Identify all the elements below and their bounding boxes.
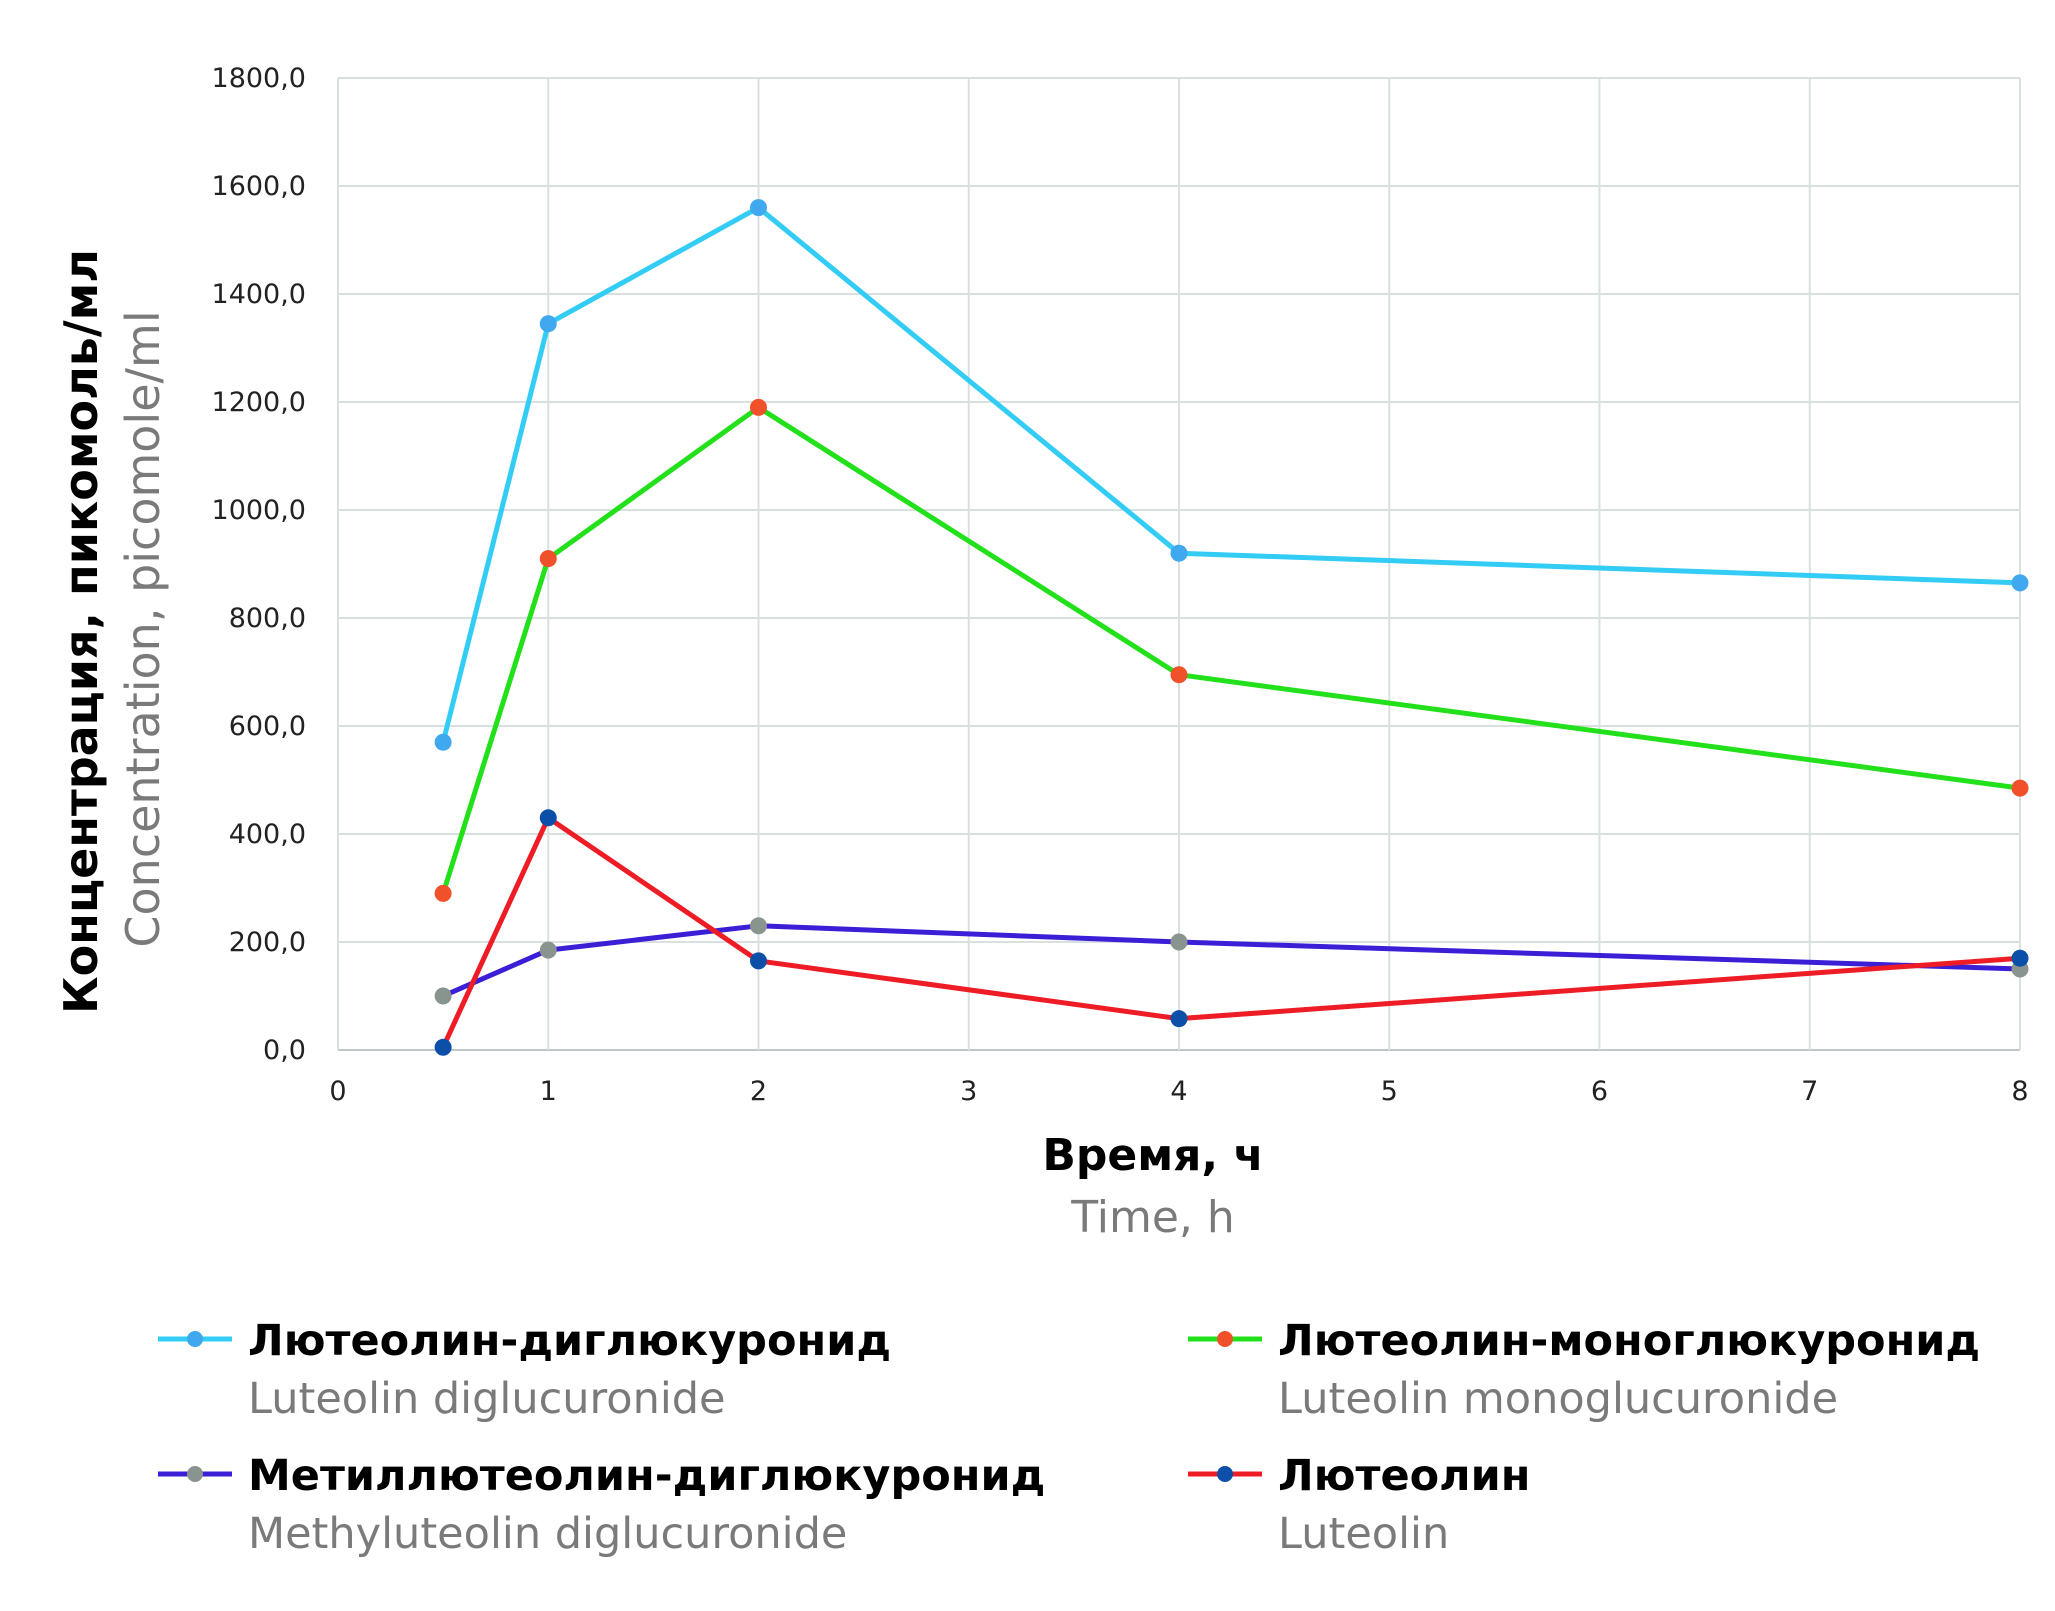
series-points: [434, 199, 2029, 1056]
legend-label-ru: Лютеолин: [1278, 1451, 1530, 1501]
x-tick-label: 1: [540, 1076, 557, 1107]
y-axis-label-en: Concentration, picomole/ml: [116, 310, 170, 947]
data-point-luteolin: [434, 1038, 452, 1056]
data-point-luteolin-monoglucuronide: [750, 398, 767, 416]
legend-label-en: Luteolin monoglucuronide: [1278, 1374, 1838, 1424]
data-point-luteolin-monoglucuronide: [434, 884, 452, 902]
x-axis-ticks: 0 1 2 3 4 5 6 7 8: [329, 1076, 2028, 1107]
data-point-luteolin-monoglucuronide: [539, 550, 557, 568]
data-point-methylluteolin-diglucuronide: [750, 917, 767, 935]
y-tick-label: 1600,0: [212, 171, 306, 202]
legend-label-ru: Лютеолин-моноглюкуронид: [1278, 1316, 1980, 1366]
data-point-luteolin-monoglucuronide: [2011, 779, 2029, 797]
y-tick-label: 600,0: [229, 711, 306, 742]
x-axis-label-ru: Время, ч: [1042, 1130, 1263, 1181]
y-tick-label: 0,0: [263, 1035, 306, 1066]
data-point-luteolin-diglucuronide: [434, 733, 452, 751]
y-tick-label: 1800,0: [212, 63, 306, 94]
legend-swatch-marker: [187, 1331, 203, 1347]
x-tick-label: 8: [2011, 1076, 2028, 1107]
y-tick-label: 1200,0: [212, 387, 306, 418]
x-tick-label: 4: [1170, 1076, 1187, 1107]
y-tick-label: 800,0: [229, 603, 306, 634]
legend-swatch-marker: [187, 1466, 203, 1482]
data-point-luteolin-diglucuronide: [750, 199, 767, 217]
grid: [337, 77, 2021, 1051]
x-tick-label: 3: [960, 1076, 977, 1107]
x-tick-label: 6: [1591, 1076, 1608, 1107]
legend-swatch-marker: [1217, 1466, 1233, 1482]
data-point-luteolin-diglucuronide: [1170, 544, 1188, 562]
series-line-methylluteolin-diglucuronide: [440, 923, 2023, 999]
x-tick-label: 7: [1801, 1076, 1818, 1107]
series-line-luteolin-diglucuronide: [440, 205, 2023, 745]
legend: Лютеолин-диглюкуронид Luteolin diglucuron…: [158, 1316, 1980, 1559]
legend-label-en: Luteolin: [1278, 1509, 1449, 1559]
x-tick-label: 2: [750, 1076, 767, 1107]
data-point-luteolin-diglucuronide: [539, 315, 557, 333]
legend-label-en: Luteolin diglucuronide: [248, 1374, 726, 1424]
data-point-luteolin: [750, 952, 767, 970]
legend-label-ru: Лютеолин-диглюкуронид: [248, 1316, 891, 1366]
data-point-luteolin-monoglucuronide: [1170, 666, 1188, 684]
y-tick-label: 1400,0: [212, 279, 306, 310]
data-point-methylluteolin-diglucuronide: [539, 941, 557, 959]
data-point-luteolin: [2011, 949, 2029, 967]
y-axis-label: Концентрация, пикомоль/мл Concentration,…: [54, 244, 170, 1014]
data-point-luteolin: [1170, 1010, 1188, 1028]
y-axis-ticks: 0,0 200,0 400,0 600,0 800,0 1000,0 1200,0 1400,…: [212, 63, 306, 1066]
x-tick-label: 5: [1381, 1076, 1398, 1107]
y-tick-label: 200,0: [229, 927, 306, 958]
y-axis-label-ru: Концентрация, пикомоль/мл: [54, 249, 108, 1014]
legend-label-en: Methyluteolin diglucuronide: [248, 1509, 847, 1559]
series-lines: [440, 205, 2023, 1050]
series-line-luteolin-monoglucuronide: [440, 404, 2023, 896]
legend-swatch-marker: [1217, 1331, 1233, 1347]
data-point-methylluteolin-diglucuronide: [1170, 933, 1188, 951]
y-tick-label: 400,0: [229, 819, 306, 850]
data-point-luteolin-diglucuronide: [2011, 574, 2029, 592]
data-point-methylluteolin-diglucuronide: [434, 987, 452, 1005]
x-tick-label: 0: [329, 1076, 346, 1107]
x-axis-label-en: Time, h: [1070, 1192, 1235, 1243]
data-point-luteolin: [539, 809, 557, 827]
y-tick-label: 1000,0: [212, 495, 306, 526]
legend-label-ru: Метиллютеолин-диглюкуронид: [248, 1451, 1045, 1501]
